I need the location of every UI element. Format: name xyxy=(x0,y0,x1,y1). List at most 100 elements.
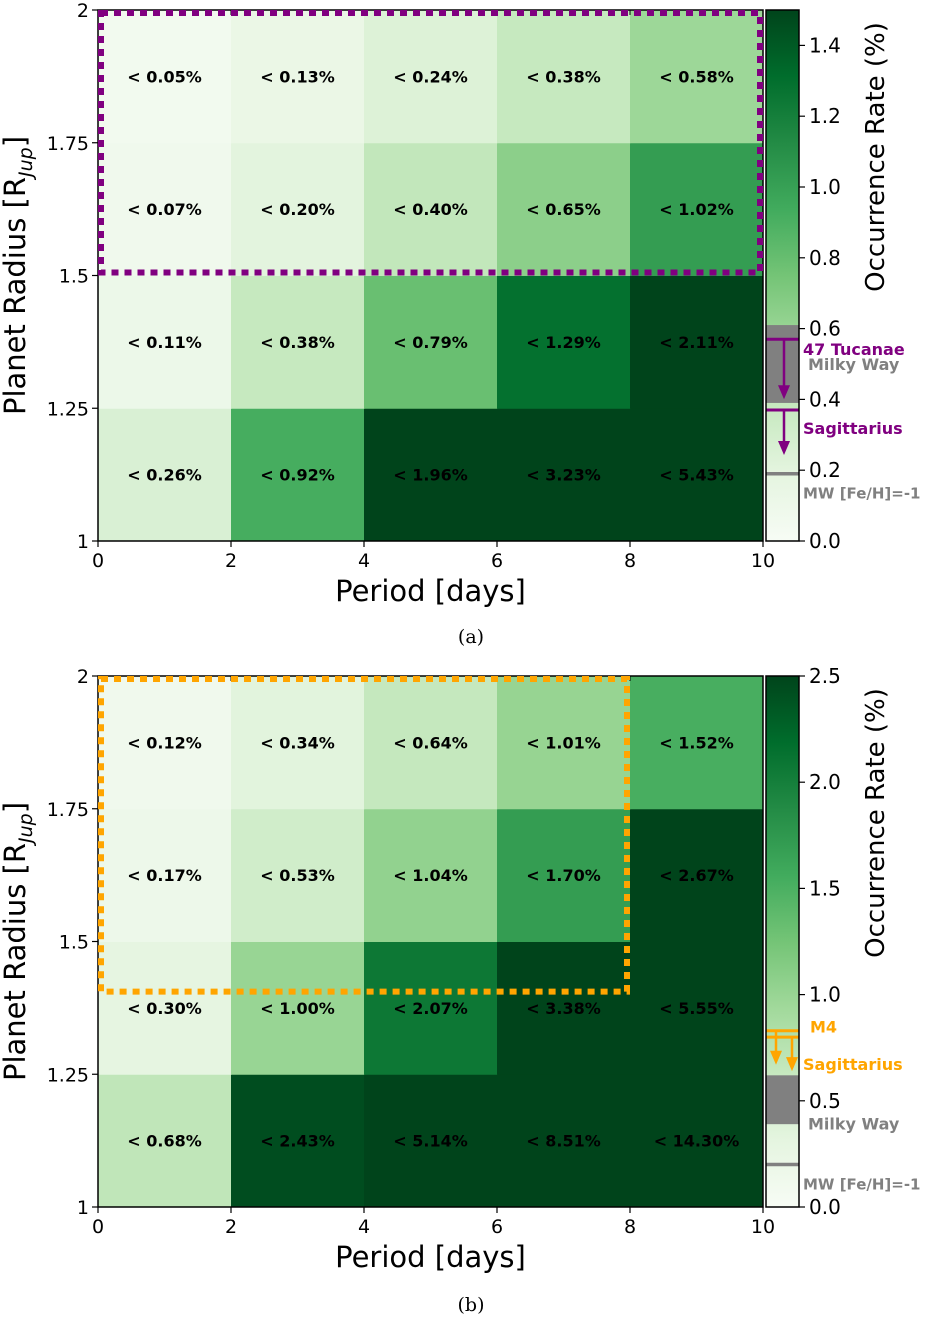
limit-label: Sagittarius xyxy=(803,1055,903,1074)
heatmap-cell xyxy=(364,941,498,1075)
milky-way-label: Milky Way xyxy=(808,355,900,374)
colorbar-tick-label: 2.0 xyxy=(809,770,841,794)
y-tick-label: 1.25 xyxy=(47,1064,89,1086)
colorbar-tick-label: 1.4 xyxy=(809,33,841,57)
y-axis-label-main: Planet Radius [R xyxy=(0,177,32,415)
heatmap-cell xyxy=(98,676,232,810)
cell-label: < 1.00% xyxy=(260,999,334,1018)
heatmap-cell xyxy=(364,1074,498,1208)
cell-label: < 0.11% xyxy=(127,333,201,352)
x-tick-label: 6 xyxy=(491,550,503,572)
y-tick-label: 2 xyxy=(77,0,89,22)
x-tick-label: 4 xyxy=(358,1216,370,1238)
heatmap-cell xyxy=(364,142,498,276)
highlight-region xyxy=(98,676,630,995)
heatmap-cell xyxy=(98,941,232,1075)
heatmap-cell xyxy=(364,676,498,810)
cell-label: < 0.24% xyxy=(393,67,467,86)
y-axis-label: Planet Radius [RJup] xyxy=(0,136,37,415)
x-tick-label: 8 xyxy=(624,550,636,572)
heatmap-cell xyxy=(497,408,631,542)
cell-label: < 0.64% xyxy=(393,733,467,752)
y-tick-label: 1.75 xyxy=(47,133,89,155)
cell-label: < 0.92% xyxy=(260,466,334,485)
heatmap-cell xyxy=(231,1074,365,1208)
cell-label: < 1.96% xyxy=(393,466,467,485)
y-tick-label: 1.5 xyxy=(59,932,89,954)
heatmap-cell xyxy=(364,275,498,409)
heatmap-cell xyxy=(364,10,498,144)
milky-way-label: Milky Way xyxy=(808,1115,900,1134)
cell-label: < 0.17% xyxy=(127,866,201,885)
colorbar-tick-label: 0.2 xyxy=(809,458,841,482)
limit-arrow-head xyxy=(786,1057,798,1072)
colorbar-tick-label: 2.5 xyxy=(809,664,841,688)
panel-a: < 0.26% < 0.92% < 1.96% < 3.23% < 5.43% < 0.1… xyxy=(0,0,920,648)
colorbar-frame xyxy=(765,675,800,1208)
cell-label: < 1.02% xyxy=(659,200,733,219)
cell-label: < 3.23% xyxy=(526,466,600,485)
y-tick-label: 1.75 xyxy=(47,799,89,821)
colorbar-tick-label: 0.4 xyxy=(809,387,841,411)
cell-label: < 1.01% xyxy=(526,733,600,752)
x-tick-label: 4 xyxy=(358,550,370,572)
limit-arrow-head xyxy=(778,385,790,400)
x-axis-label: Period [days] xyxy=(335,1240,526,1274)
x-tick-label: 0 xyxy=(92,550,104,572)
heatmap-cell xyxy=(497,1074,631,1208)
y-tick-label: 1.25 xyxy=(47,398,89,420)
y-axis-label: Planet Radius [RJup] xyxy=(0,802,37,1081)
highlight-region xyxy=(98,10,763,276)
colorbar-tick-label: 0.0 xyxy=(809,529,841,553)
cell-label: < 0.38% xyxy=(526,67,600,86)
heatmap-cell xyxy=(231,408,365,542)
y-tick-label: 1 xyxy=(77,1197,89,1219)
heatmap-cell xyxy=(630,1074,764,1208)
heatmap-cell xyxy=(98,10,232,144)
cell-label: < 1.04% xyxy=(393,866,467,885)
heatmap-cell xyxy=(98,142,232,276)
cell-label: < 0.05% xyxy=(127,67,201,86)
cell-label: < 2.43% xyxy=(260,1132,334,1151)
heatmap-cell xyxy=(630,808,764,942)
heatmap-cell xyxy=(231,275,365,409)
heatmap-cell xyxy=(630,275,764,409)
cell-label: < 1.29% xyxy=(526,333,600,352)
heatmap-cell xyxy=(231,941,365,1075)
colorbar-tick-label: 1.0 xyxy=(809,983,841,1007)
y-axis-label-sub: Jup xyxy=(15,813,37,847)
heatmap-cell xyxy=(497,275,631,409)
heatmap-cell xyxy=(364,408,498,542)
cell-label: < 0.38% xyxy=(260,333,334,352)
heatmap-cell xyxy=(98,408,232,542)
colorbar-frame xyxy=(765,9,800,542)
heatmap-cell xyxy=(231,676,365,810)
limit-arrow-head xyxy=(770,1050,782,1065)
heatmap-cell xyxy=(630,10,764,144)
heatmap-cell xyxy=(98,808,232,942)
x-tick-label: 8 xyxy=(624,1216,636,1238)
cell-label: < 0.13% xyxy=(260,67,334,86)
y-axis-label-close: ] xyxy=(0,136,32,147)
y-axis-label-close: ] xyxy=(0,802,32,813)
heatmap-cell xyxy=(630,676,764,810)
x-axis-label: Period [days] xyxy=(335,574,526,608)
cell-label: < 14.30% xyxy=(654,1132,740,1151)
heatmap-cell xyxy=(497,142,631,276)
heatmap-cell xyxy=(497,676,631,810)
panel-caption: (b) xyxy=(458,1294,485,1316)
x-tick-label: 0 xyxy=(92,1216,104,1238)
panel-caption: (a) xyxy=(458,626,484,648)
milky-way-band xyxy=(766,1075,799,1125)
colorbar xyxy=(766,676,799,1207)
heatmap-cell xyxy=(98,1074,232,1208)
x-tick-label: 10 xyxy=(751,1216,775,1238)
colorbar-tick-label: 1.5 xyxy=(809,876,841,900)
x-tick-label: 6 xyxy=(491,1216,503,1238)
heatmap-cell xyxy=(630,142,764,276)
y-tick-label: 2 xyxy=(77,666,89,688)
cell-label: < 0.53% xyxy=(260,866,334,885)
cell-label: < 0.12% xyxy=(127,733,201,752)
colorbar-label: Occurrence Rate (%) xyxy=(861,688,891,958)
